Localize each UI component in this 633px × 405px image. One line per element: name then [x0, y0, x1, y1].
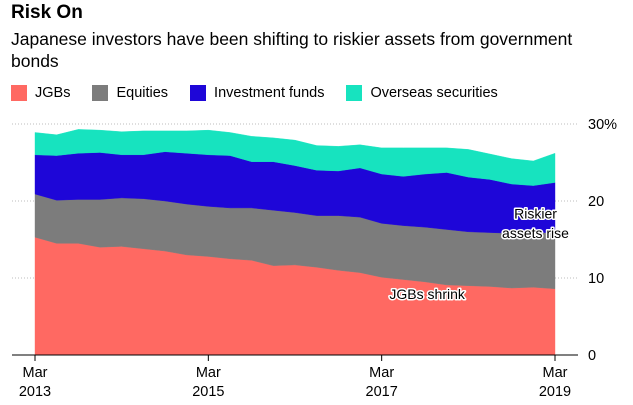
legend-swatch-jgbs: [11, 85, 27, 101]
y-tick-label-30: 30%: [588, 117, 617, 133]
y-tick-label-20: 20: [588, 194, 604, 210]
legend-label-investment-funds: Investment funds: [214, 85, 325, 101]
x-tick-year-2017: 2017: [366, 384, 398, 400]
x-tick-month-2013: Mar: [23, 365, 48, 381]
annotation-halo: JGBs shrink: [389, 286, 465, 302]
chart-subtitle: Japanese investors have been shifting to…: [11, 29, 573, 71]
x-tick-year-2015: 2015: [192, 384, 224, 400]
x-tick-month-2017: Mar: [369, 365, 394, 381]
legend-item-jgbs: JGBs: [11, 85, 70, 101]
x-tick-month-2019: Mar: [543, 365, 568, 381]
y-tick-label-0: 0: [588, 348, 596, 364]
y-tick-label-10: 10: [588, 271, 604, 287]
legend-item-overseas-securities: Overseas securities: [346, 85, 498, 101]
annotation-text: JGBs shrink: [389, 286, 465, 302]
legend-item-equities: Equities: [92, 85, 168, 101]
chart-title: Risk On: [11, 2, 83, 23]
legend-label-jgbs: JGBs: [35, 85, 71, 101]
legend-label-equities: Equities: [116, 85, 169, 101]
x-tick-year-2013: 2013: [19, 384, 51, 400]
annotation-halo: Riskier: [514, 206, 557, 222]
x-tick-year-2019: 2019: [539, 384, 571, 400]
legend-item-investment-funds: Investment funds: [190, 85, 324, 101]
axes: 0 10 20 30% Mar 2013 Mar 2015 Mar 2017 Mar 2019: [12, 117, 617, 400]
annotation-text: assets rise: [502, 225, 569, 241]
legend-swatch-equities: [92, 85, 109, 101]
annotation-text: Riskier: [514, 206, 557, 222]
legend-swatch-investment-funds: [190, 85, 207, 101]
legend: JGBs Equities Investment funds Overseas …: [11, 85, 520, 101]
x-tick-month-2015: Mar: [196, 365, 221, 381]
legend-swatch-overseas-securities: [346, 85, 363, 101]
stacked-areas: [34, 129, 556, 356]
area-overseas-securities: [34, 129, 556, 186]
legend-label-overseas-securities: Overseas securities: [370, 85, 498, 101]
annotation-halo: assets rise: [502, 225, 569, 241]
